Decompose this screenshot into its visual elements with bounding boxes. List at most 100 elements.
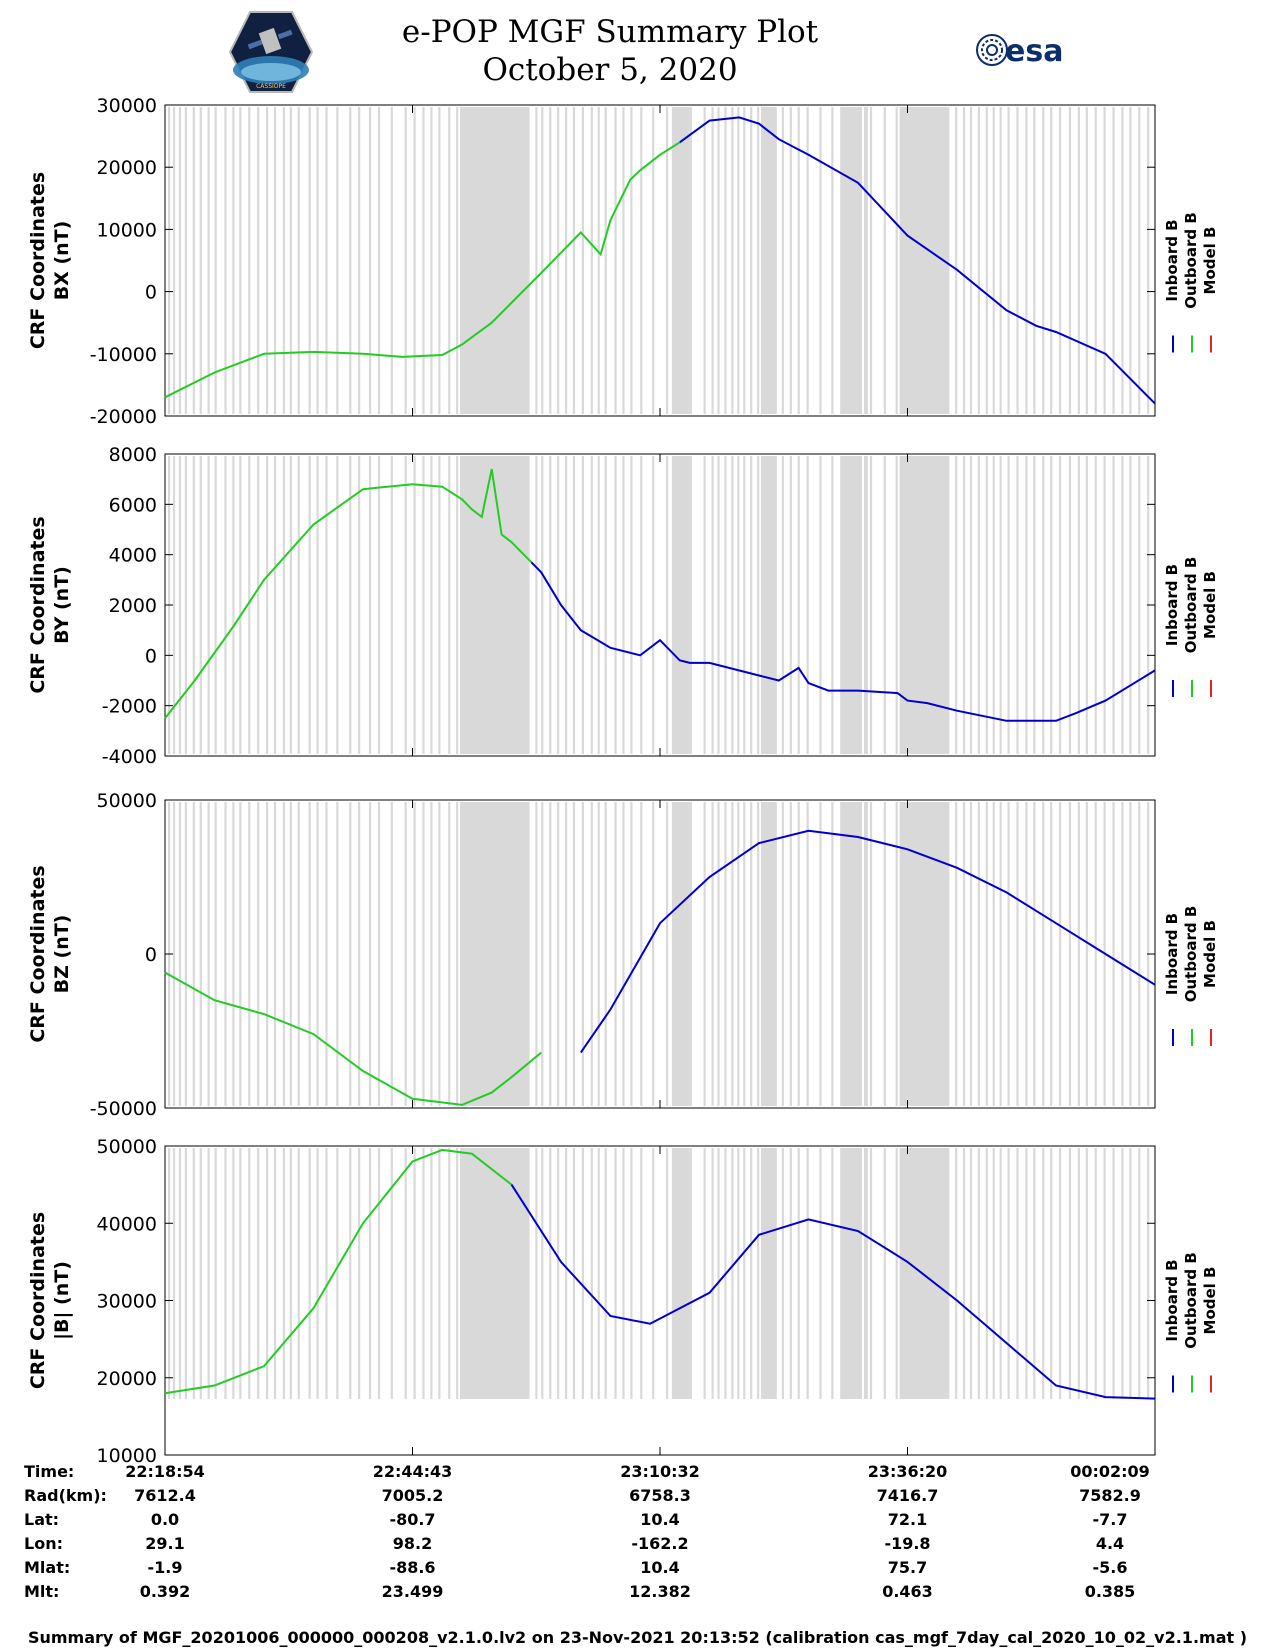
shade-stripe [430,456,433,754]
shade-block [760,802,777,1106]
footer-caption: Summary of MGF_20201006_000000_000208_v2… [27,1628,1248,1647]
shade-stripe [1085,1148,1088,1399]
shade-stripe [1025,802,1028,1106]
shade-stripe [239,456,242,754]
shade-stripe [1016,456,1019,754]
shade-stripe [590,1148,593,1399]
ytick-label: 40000 [97,1213,157,1235]
ytick-label: 4000 [109,545,157,567]
shade-stripe [413,1148,416,1399]
shade-stripe [167,107,171,414]
info-label-rad: Rad(km): [24,1486,107,1505]
shade-stripe [172,456,176,754]
shade-stripe [590,802,593,1106]
esa-logo-icon: esa [975,30,1065,74]
shade-stripe [597,802,600,1106]
shade-stripe [178,1148,182,1399]
ytick-label: 0 [145,645,157,667]
shade-stripe [438,1148,441,1399]
shade-stripe [1042,1148,1045,1399]
info-label-lon: Lon: [24,1534,63,1553]
shade-stripe [368,456,372,754]
shade-stripe [614,107,617,414]
shade-stripe [336,802,339,1106]
shade-stripe [289,1148,292,1399]
shade-stripe [883,1148,886,1399]
panel-btotal: 10000 20000 30000 40000 50000 CRF Coordinates… [27,1136,1219,1467]
shade-stripe [273,107,277,414]
info-value: 0.385 [1084,1582,1136,1601]
shade-stripe [581,107,584,414]
shade-stripe [172,107,176,414]
shade-stripe [541,1148,544,1399]
shade-stripe [1033,802,1036,1106]
info-value: 12.382 [629,1582,691,1601]
shade-stripe [438,802,441,1106]
shade-stripe [368,802,372,1106]
shade-stripe [404,1148,407,1399]
shade-stripe [535,107,538,414]
shade-stripe [1068,456,1072,754]
shade-stripe [214,107,217,414]
shade-stripe [985,802,988,1106]
shade-stripe [404,802,407,1106]
shade-stripe [316,107,319,414]
shade-stripe [743,107,746,414]
shade-block [848,1148,853,1399]
shade-stripe [1129,456,1132,754]
shade-stripe [336,456,339,754]
legend-label-outboard: Outboard B [1182,906,1200,1003]
shade-stripe [985,107,988,414]
info-value: 0.392 [139,1582,191,1601]
shade-stripe [178,456,182,754]
shade-stripe [557,802,560,1106]
shade-block [848,456,853,754]
shade-stripe [282,1148,286,1399]
shade-stripe [214,802,217,1106]
shade-stripe [737,456,740,754]
ylabel-line1: CRF Coordinates [27,172,49,349]
shade-stripe [1138,1148,1141,1399]
shade-stripe [1016,1148,1019,1399]
shade-stripe [232,802,235,1106]
legend-label-model: Model B [1201,920,1219,988]
shade-block [906,1148,913,1399]
shade-stripe [564,107,568,414]
shade-stripe [622,1148,625,1399]
shade-stripe [308,1148,311,1399]
shade-stripe [192,456,195,754]
series-line-outboard [164,971,542,1106]
shade-stripe [831,456,834,754]
shade-stripe [819,456,822,754]
shade-stripe [564,802,568,1106]
info-value: 0.463 [882,1582,933,1601]
shade-stripe [1112,1148,1115,1399]
shade-stripe [724,456,727,754]
shade-stripe [564,456,568,754]
shade-stripe [962,802,966,1106]
shade-block [906,456,913,754]
shade-stripe [1094,802,1097,1106]
ytick-label: 6000 [109,494,157,516]
shade-stripe [572,1148,576,1399]
shade-stripe [977,107,980,414]
chart-date: October 5, 2020 [482,52,738,88]
shade-stripe [711,802,714,1106]
shade-stripe [797,802,800,1106]
ytick-label: -50000 [90,1098,157,1120]
shade-stripe [640,1148,643,1399]
shade-stripe [895,107,898,414]
shade-stripe [992,802,995,1106]
shade-stripe [557,456,560,754]
shade-stripe [977,456,980,754]
shade-stripe [1085,456,1088,754]
shade-stripe [806,802,809,1106]
shade-stripe [1129,802,1132,1106]
shade-stripe [1121,107,1124,414]
shade-stripe [1077,456,1080,754]
shade-block [671,107,690,414]
shade-stripe [703,1148,706,1399]
shade-stripe [199,1148,202,1399]
shade-stripe [652,1148,655,1399]
